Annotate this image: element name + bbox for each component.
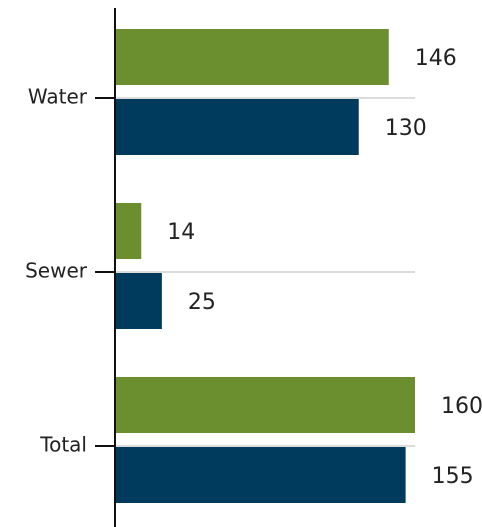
value-label: 130 <box>385 116 427 141</box>
value-label: 160 <box>441 394 482 419</box>
category-label: Sewer <box>25 259 88 283</box>
bar <box>115 377 415 433</box>
value-label: 146 <box>415 46 457 71</box>
category-label: Total <box>39 433 87 457</box>
bar <box>115 99 359 155</box>
value-label: 155 <box>432 464 474 489</box>
bar <box>115 29 389 85</box>
value-label: 14 <box>167 220 195 245</box>
value-label: 25 <box>188 290 216 315</box>
bar <box>115 273 162 329</box>
bar <box>115 203 142 259</box>
category-label: Water <box>28 85 88 109</box>
bar <box>115 447 406 503</box>
